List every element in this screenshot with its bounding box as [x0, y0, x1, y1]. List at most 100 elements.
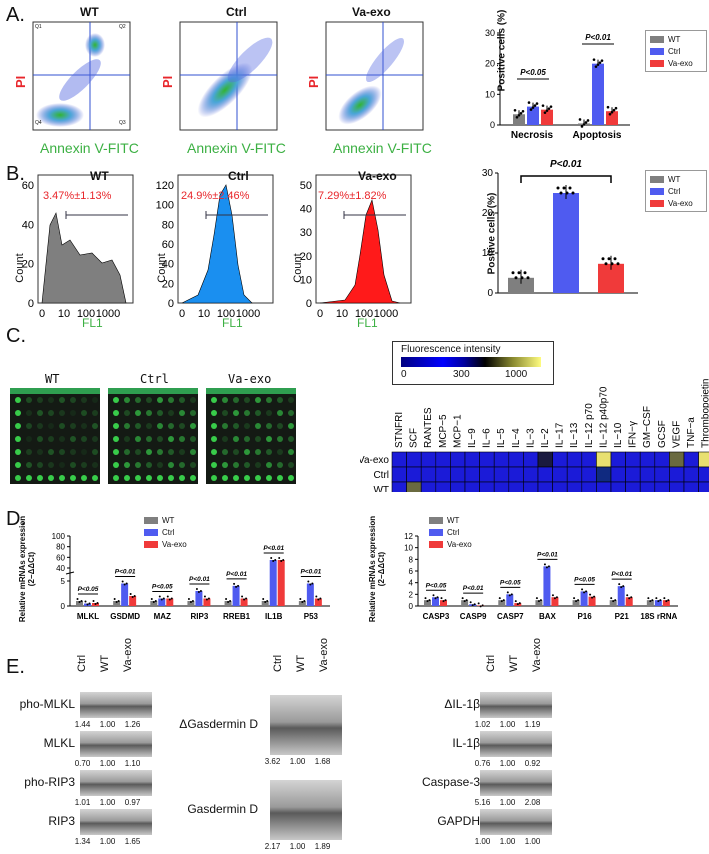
heatmap-col-label: TNF−a: [686, 417, 697, 448]
col2-lane-label: Ctrl: [272, 654, 284, 672]
heatmap-cell: [450, 451, 466, 468]
chartD2-sig-label: P<0.05: [500, 579, 521, 586]
chart-a-dot: [578, 118, 582, 121]
chart-b-dot: [511, 271, 515, 275]
array-spot: [135, 410, 141, 416]
chart-a-bar: [527, 106, 539, 125]
chartD2-dot: [465, 599, 468, 602]
chartD1-sig-label: P<0.01: [115, 569, 136, 576]
heatmap-col-label: STNFRI: [394, 412, 405, 448]
panel-a-flow-plots: WT Ctrl Va-exo: [0, 0, 460, 160]
heatmap-cell: [683, 451, 699, 468]
col1-lane-label: WT: [99, 654, 111, 672]
col2-lane-label: WT: [295, 654, 307, 672]
array-title-vaexo: Va-exo: [228, 372, 272, 386]
band-value: 1.26: [124, 720, 141, 729]
array-spot: [157, 423, 163, 429]
hist-xtick-label: 100: [217, 308, 235, 320]
chart-b-dot: [514, 276, 518, 280]
array-spot: [288, 423, 294, 429]
array-spot: [81, 449, 87, 455]
array-spot: [113, 475, 119, 481]
heatmap-cell: [464, 451, 480, 468]
heatmap-cell: [435, 466, 451, 483]
array-spot: [70, 449, 76, 455]
array-spot: [70, 436, 76, 442]
array-spot: [81, 410, 87, 416]
array-spot: [146, 397, 152, 403]
array-spot: [15, 475, 21, 481]
hist-xtick-label: 10: [58, 308, 70, 320]
hist-curve-1: [181, 184, 253, 304]
chartD1-bar: [166, 598, 174, 606]
chartD2-dot: [555, 596, 558, 599]
chartD2-dot: [626, 594, 629, 597]
chartD2-dot: [469, 601, 472, 604]
chart-a-dot: [521, 109, 525, 113]
hist-xtick-label: 100: [77, 308, 95, 320]
legend-swatch: [144, 540, 158, 548]
chartD1-dot: [309, 583, 312, 586]
chart-d2: 0 2 4 6 8 10 12 CASP3 P<0.05 CASP9 P<0.01 CASP7 P<0.…: [404, 532, 678, 621]
hist-ytick-label: 20: [162, 278, 174, 290]
array-spot: [277, 449, 283, 455]
heatmap-cell: [698, 466, 709, 483]
array-spot: [244, 423, 250, 429]
band-value: 1.00: [499, 759, 516, 768]
chartD1-dot: [235, 585, 238, 588]
col3-blot: [480, 731, 552, 757]
chart-a-dot: [541, 104, 545, 107]
array-spot: [222, 462, 228, 468]
array-spot: [190, 423, 196, 429]
chartD2-dot: [573, 597, 576, 600]
col2-label: ΔGasdermin D: [179, 717, 258, 731]
chartD1-bar: [261, 601, 269, 606]
hist-ytick-label: 0: [168, 298, 174, 310]
array-spot: [37, 475, 43, 481]
array-spot: [135, 475, 141, 481]
hist-stat-ctrl: 24.9%±2.46%: [181, 190, 250, 202]
chart-a-dot: [610, 110, 614, 114]
array-membrane-1: [108, 388, 198, 484]
chartD2-dot: [537, 600, 540, 603]
chartD2-category-label: CASP7: [497, 612, 524, 621]
chartD1-sig-label: P<0.01: [300, 569, 321, 576]
heatmap-cell: [683, 466, 699, 483]
heatmap-col-label: GCSF: [657, 420, 668, 448]
chartD2-ytick-label: 10: [404, 544, 413, 553]
chartD1-bar: [277, 560, 285, 606]
chartD2-bar: [646, 600, 654, 606]
legend-label: Ctrl: [162, 527, 175, 537]
chartD2-dot: [593, 595, 596, 598]
chartD2-dot: [426, 600, 429, 603]
chartD1-dot: [241, 595, 244, 598]
chartD1-dot: [233, 582, 236, 585]
chartD2-sig-label: P<0.01: [463, 585, 484, 592]
heatmap-cell: [581, 466, 597, 483]
array-spot: [37, 436, 43, 442]
heatmap-cell: [537, 451, 553, 468]
chartD2-dot: [424, 597, 427, 600]
legend-label: Ctrl: [447, 527, 460, 537]
chartD1-dot: [123, 583, 126, 586]
hist-stat-vaexo: 7.29%±1.82%: [318, 190, 387, 202]
array-spot: [15, 397, 21, 403]
hist-ytick-label: 60: [22, 180, 34, 192]
col1-densitometry: 1.01 1.00 0.97: [70, 798, 145, 807]
array-spot: [222, 449, 228, 455]
array-spot: [211, 462, 217, 468]
col1-densitometry: 1.34 1.00 1.65: [70, 837, 145, 846]
col1-label: RIP3: [48, 814, 75, 828]
band-value: 1.89: [314, 842, 331, 851]
array-spot: [233, 462, 239, 468]
array-spot: [266, 462, 272, 468]
hist-ytick-label: 60: [162, 239, 174, 251]
chart-a-dot: [612, 108, 616, 112]
chartD2-dot: [545, 566, 548, 569]
chartD2-ytick-label: 4: [409, 579, 414, 588]
chartD2-bar: [432, 597, 439, 606]
chartD1-dot: [121, 580, 124, 583]
chartD1-dot: [303, 600, 306, 602]
array-spot: [15, 410, 21, 416]
